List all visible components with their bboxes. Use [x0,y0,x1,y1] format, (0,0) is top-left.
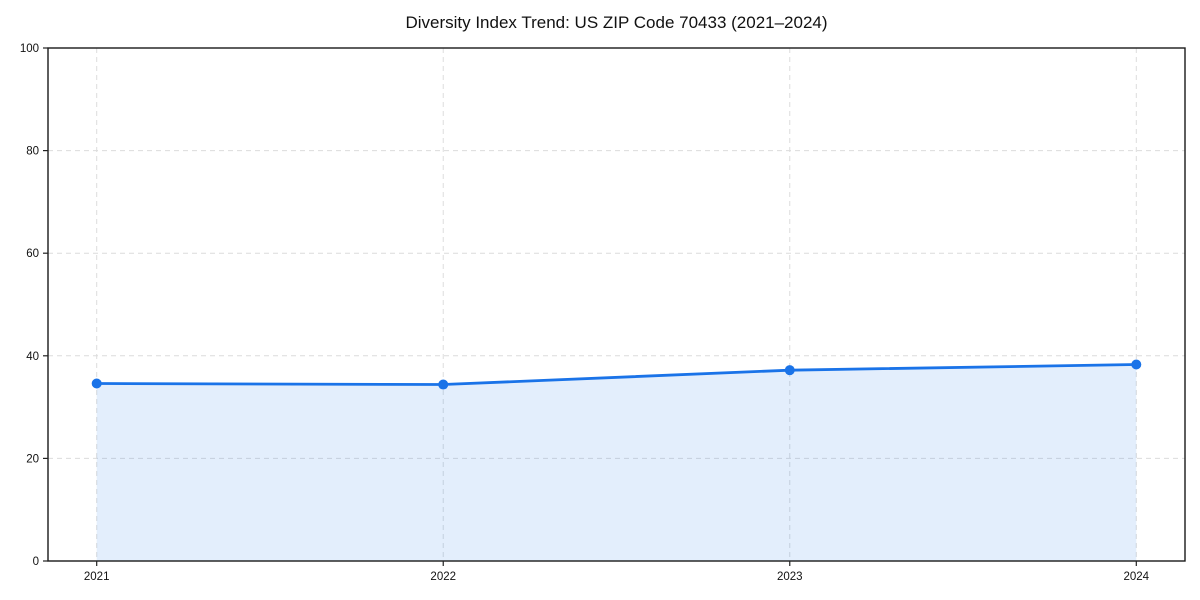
y-tick-label: 60 [26,248,39,260]
data-point-2022 [438,379,449,390]
x-tick-label: 2021 [84,571,110,583]
x-tick-label: 2023 [777,571,803,583]
area-fill [96,364,1137,561]
y-tick-label: 80 [26,146,39,158]
y-tick-label: 20 [26,453,39,465]
data-point-2021 [91,378,102,389]
chart-title: Diversity Index Trend: US ZIP Code 70433… [405,13,828,32]
y-tick-label: 40 [26,351,39,363]
y-tick-label: 0 [33,556,39,568]
data-point-2024 [1131,359,1142,370]
plot-border [47,47,1186,562]
x-tick-label: 2022 [430,571,456,583]
trend-line [95,363,1138,386]
y-tick-label: 100 [20,43,39,55]
data-point-2023 [784,365,795,376]
x-tick-label: 2024 [1124,571,1150,583]
